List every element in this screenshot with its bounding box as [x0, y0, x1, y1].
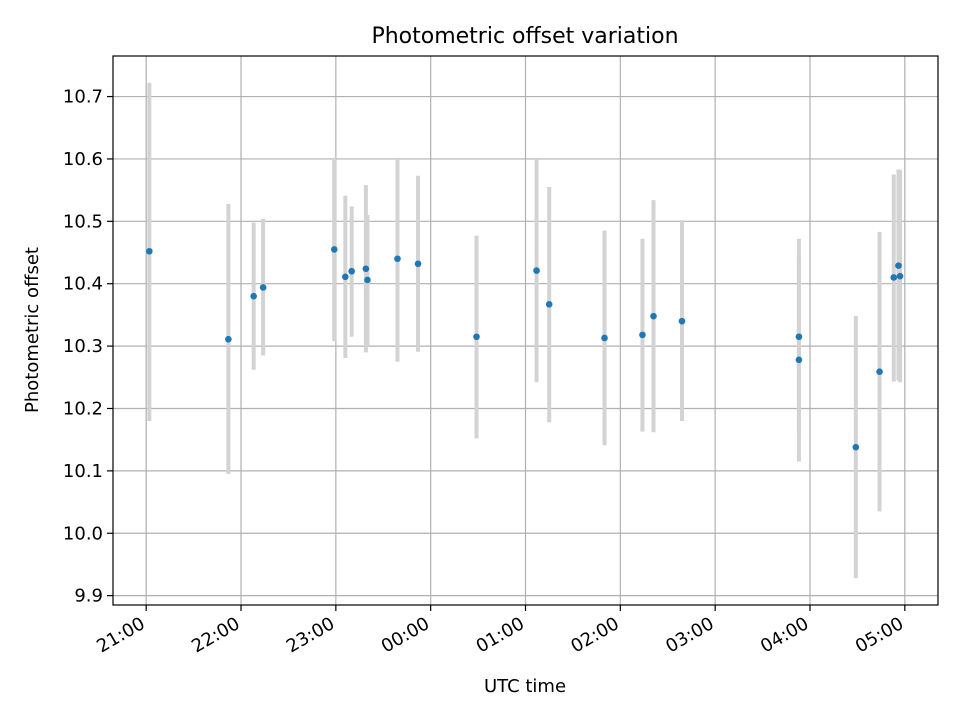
data-point [890, 274, 898, 281]
y-axis-label: Photometric offset [22, 247, 43, 413]
data-point [639, 331, 646, 339]
data-point [364, 276, 371, 284]
y-tick-label: 9.9 [74, 586, 103, 607]
y-tick-label: 10.6 [63, 149, 103, 170]
data-point [895, 262, 902, 269]
chart-title: Photometric offset variation [371, 24, 678, 49]
data-point [146, 247, 153, 255]
y-tick-label: 10.2 [63, 398, 103, 419]
y-tick-label: 10.3 [63, 336, 103, 357]
data-point [533, 267, 540, 274]
y-tick-label: 10.4 [63, 274, 103, 295]
data-point [545, 300, 553, 308]
data-point [362, 265, 370, 273]
data-point [394, 255, 401, 263]
data-point [795, 333, 803, 341]
data-point [225, 335, 232, 343]
data-point [678, 317, 686, 325]
data-points [146, 246, 904, 451]
y-tick-label: 10.5 [63, 211, 103, 232]
x-axis-label: UTC time [484, 676, 566, 697]
data-point [601, 334, 608, 342]
y-axis-ticks: 9.9 10.0 10.1 10.2 10.3 10.4 10.5 10.6 10.7 [63, 87, 113, 607]
y-tick-label: 10.7 [63, 87, 103, 108]
data-point [650, 312, 657, 320]
data-point [473, 333, 480, 341]
y-tick-label: 10.0 [63, 523, 103, 544]
data-point [330, 246, 338, 253]
data-point [342, 273, 349, 281]
data-point [852, 443, 860, 451]
data-point [795, 356, 803, 364]
data-point [414, 260, 422, 268]
data-point [250, 292, 257, 300]
data-point [876, 368, 883, 375]
data-point [348, 267, 355, 275]
y-tick-label: 10.1 [63, 461, 103, 482]
data-point [259, 284, 267, 291]
data-point [896, 272, 904, 280]
